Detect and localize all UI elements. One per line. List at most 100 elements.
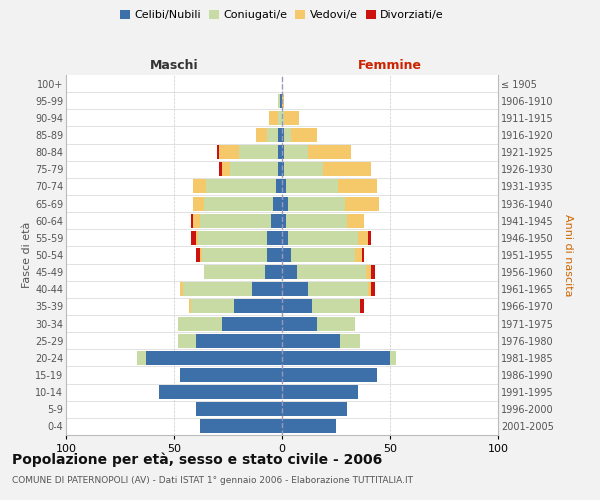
Bar — [282, 231, 368, 245]
Bar — [282, 180, 377, 194]
Bar — [178, 316, 282, 330]
Bar — [278, 94, 282, 108]
Bar — [217, 145, 282, 159]
Bar — [282, 420, 336, 434]
Bar — [181, 368, 282, 382]
Bar — [239, 145, 282, 159]
Bar — [204, 265, 282, 279]
Bar — [280, 94, 282, 108]
Bar — [282, 316, 355, 330]
Bar — [282, 351, 397, 365]
Bar — [282, 402, 347, 416]
Bar — [282, 162, 284, 176]
Bar — [282, 196, 289, 210]
Bar — [193, 196, 282, 210]
Bar — [282, 231, 289, 245]
Bar — [200, 420, 282, 434]
Bar — [204, 265, 282, 279]
Bar — [220, 162, 282, 176]
Bar — [282, 282, 308, 296]
Bar — [265, 265, 282, 279]
Bar — [282, 334, 360, 347]
Bar — [282, 282, 375, 296]
Bar — [282, 128, 317, 142]
Bar — [282, 180, 338, 194]
Bar — [282, 128, 317, 142]
Bar — [235, 300, 282, 314]
Bar — [282, 368, 377, 382]
Bar — [282, 300, 364, 314]
Bar — [200, 420, 282, 434]
Bar — [200, 248, 282, 262]
Bar — [196, 402, 282, 416]
Bar — [282, 334, 360, 347]
Bar — [193, 196, 282, 210]
Bar — [282, 248, 364, 262]
Bar — [256, 128, 282, 142]
Bar — [282, 145, 351, 159]
Bar — [282, 420, 336, 434]
Bar — [282, 265, 366, 279]
Bar — [278, 128, 282, 142]
Bar — [196, 248, 282, 262]
Bar — [282, 162, 323, 176]
Bar — [282, 368, 377, 382]
Bar — [178, 334, 282, 347]
Bar — [282, 214, 347, 228]
Bar — [278, 145, 282, 159]
Bar — [282, 214, 364, 228]
Bar — [282, 248, 362, 262]
Bar — [267, 248, 282, 262]
Legend: Celibi/Nubili, Coniugati/e, Vedovi/e, Divorziati/e: Celibi/Nubili, Coniugati/e, Vedovi/e, Di… — [116, 6, 448, 25]
Bar — [220, 145, 282, 159]
Bar — [267, 231, 282, 245]
Bar — [181, 368, 282, 382]
Bar — [282, 248, 290, 262]
Bar — [282, 111, 299, 125]
Bar — [196, 402, 282, 416]
Bar — [269, 111, 282, 125]
Bar — [196, 402, 282, 416]
Bar — [196, 334, 282, 347]
Bar — [282, 214, 286, 228]
Bar — [278, 94, 282, 108]
Bar — [193, 180, 282, 194]
Bar — [282, 162, 371, 176]
Bar — [282, 145, 351, 159]
Bar — [204, 196, 282, 210]
Bar — [193, 180, 282, 194]
Bar — [282, 265, 371, 279]
Bar — [282, 214, 364, 228]
Bar — [221, 316, 282, 330]
Bar — [282, 385, 358, 399]
Bar — [282, 196, 344, 210]
Bar — [200, 214, 282, 228]
Bar — [282, 128, 284, 142]
Bar — [191, 300, 282, 314]
Bar — [282, 111, 299, 125]
Bar — [256, 128, 282, 142]
Bar — [221, 162, 282, 176]
Bar — [282, 402, 347, 416]
Bar — [181, 282, 282, 296]
Text: Popolazione per età, sesso e stato civile - 2006: Popolazione per età, sesso e stato civil… — [12, 452, 382, 467]
Bar — [159, 385, 282, 399]
Bar — [278, 94, 282, 108]
Bar — [137, 351, 282, 365]
Bar — [181, 368, 282, 382]
Bar — [274, 196, 282, 210]
Bar — [206, 180, 282, 194]
Bar — [204, 265, 282, 279]
Bar — [282, 420, 336, 434]
Bar — [282, 300, 312, 314]
Bar — [198, 231, 282, 245]
Bar — [159, 385, 282, 399]
Bar — [178, 334, 282, 347]
Text: Femmine: Femmine — [358, 60, 422, 72]
Bar — [137, 351, 282, 365]
Bar — [200, 420, 282, 434]
Bar — [282, 162, 371, 176]
Bar — [282, 300, 360, 314]
Bar — [282, 248, 355, 262]
Bar — [282, 231, 358, 245]
